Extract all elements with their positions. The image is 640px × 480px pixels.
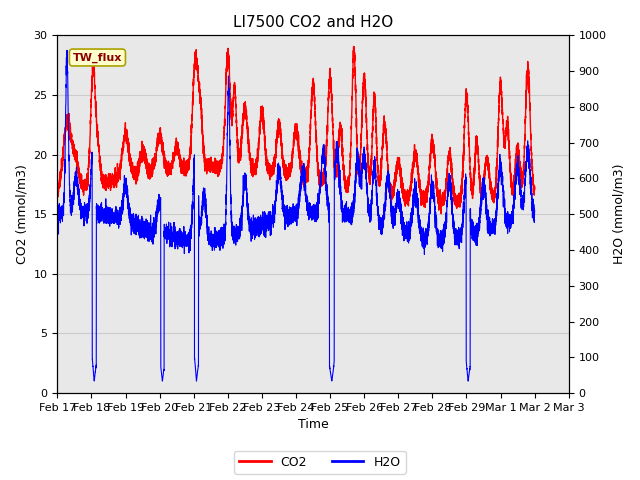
Title: LI7500 CO2 and H2O: LI7500 CO2 and H2O bbox=[233, 15, 393, 30]
Text: TW_flux: TW_flux bbox=[73, 52, 122, 63]
X-axis label: Time: Time bbox=[298, 419, 328, 432]
Legend: CO2, H2O: CO2, H2O bbox=[234, 451, 406, 474]
Y-axis label: H2O (mmol/m3): H2O (mmol/m3) bbox=[612, 164, 625, 264]
Y-axis label: CO2 (mmol/m3): CO2 (mmol/m3) bbox=[15, 164, 28, 264]
